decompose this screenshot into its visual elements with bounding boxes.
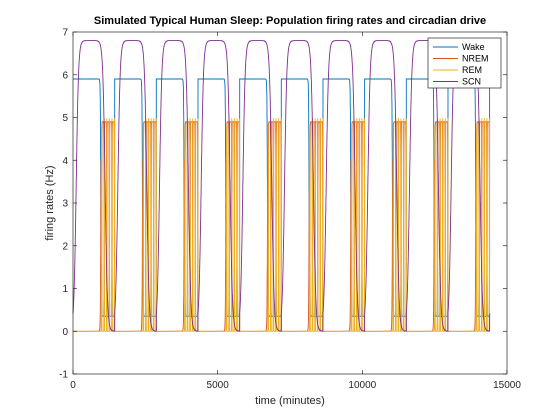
- series-line-wake: [73, 78, 491, 317]
- legend-label-wake: Wake: [462, 42, 485, 52]
- y-tick-label: 2: [62, 241, 68, 252]
- y-tick-label: 1: [62, 284, 68, 295]
- y-tick-label: 7: [62, 28, 68, 39]
- y-tick-label: -1: [59, 370, 68, 381]
- legend-label-scn: SCN: [462, 77, 481, 87]
- y-tick-label: 6: [62, 70, 68, 81]
- y-tick-label: 5: [62, 113, 68, 124]
- legend-label-nrem: NREM: [462, 54, 489, 64]
- x-tick-label: 0: [70, 380, 76, 391]
- plot-area: [72, 31, 508, 375]
- x-axis-label: time (minutes): [255, 395, 325, 407]
- x-tick-label: 15000: [493, 380, 521, 391]
- series-line-scn: [72, 40, 491, 332]
- y-axis-label: firing rates (Hz): [44, 165, 56, 240]
- x-axis: 0 5000 10000 15000: [70, 32, 521, 391]
- y-axis: -1 0 1 2 3 4 5 6 7: [59, 28, 507, 381]
- legend-box: [427, 37, 502, 89]
- series-layer: [72, 40, 491, 332]
- x-tick-label: 10000: [348, 380, 376, 391]
- y-tick-label: 3: [62, 199, 68, 210]
- chart-title: Simulated Typical Human Sleep: Populatio…: [94, 15, 486, 27]
- legend-label-rem: REM: [462, 65, 482, 75]
- x-tick-label: 5000: [207, 380, 230, 391]
- y-tick-label: 4: [62, 156, 68, 167]
- y-tick-label: 0: [62, 327, 68, 338]
